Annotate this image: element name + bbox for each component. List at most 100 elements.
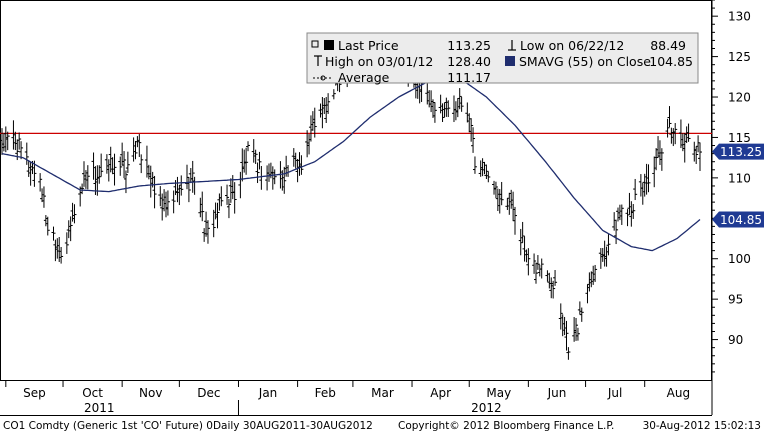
ohlc-bar [257, 151, 262, 170]
ohlc-bar [219, 186, 224, 207]
ohlc-bar [133, 140, 138, 160]
sma-swatch-icon [505, 56, 515, 66]
ohlc-bar [99, 153, 104, 177]
y-tick-label: 120 [728, 91, 751, 105]
legend-last-price-label: Last Price [338, 38, 399, 53]
ohlc-bar [593, 264, 598, 282]
ohlc-bar [244, 147, 249, 175]
ohlc-bar [232, 182, 237, 214]
ohlc-bar [246, 141, 251, 152]
ohlc-bar [326, 93, 331, 114]
ohlc-bar [253, 149, 258, 164]
y-tick-label: 100 [728, 252, 751, 266]
ohlc-bar [564, 320, 569, 351]
ohlc-bar [225, 184, 230, 205]
ohlc-bar [118, 156, 123, 176]
footer-timestamp: 30-Aug-2012 15:02:13 [643, 420, 761, 432]
legend-high-label: High on 03/01/12 [325, 54, 433, 69]
ohlc-bar [272, 169, 277, 185]
sma-tag-text: 104.85 [720, 213, 762, 227]
legend-low-label: Low on 06/22/12 [520, 38, 624, 53]
ohlc-bar [667, 106, 672, 128]
ohlc-bar [553, 270, 558, 286]
ohlc-bar [17, 132, 22, 150]
y-tick-label: 130 [728, 10, 751, 24]
y-tick-label: 115 [728, 131, 751, 145]
ohlc-bar [575, 327, 580, 341]
ohlc-bar [493, 181, 498, 199]
y-tick-label: 90 [728, 333, 743, 347]
ohlc-bar [446, 100, 451, 118]
ohlc-bar [558, 303, 563, 330]
ohlc-bar [64, 232, 69, 254]
ohlc-bar [533, 262, 538, 284]
ohlc-bar [472, 156, 477, 174]
ohlc-bar [665, 118, 670, 138]
ohlc-bar [299, 155, 304, 175]
ohlc-bar [673, 123, 678, 145]
ohlc-bar [215, 202, 220, 229]
ohlc-bar [165, 190, 170, 216]
ohlc-bar [85, 165, 90, 190]
last-price-tag: 113.25 [712, 143, 764, 160]
ohlc-bar [694, 146, 699, 165]
ohlc-bar [614, 219, 619, 245]
x-tick-label: Mar [371, 386, 394, 400]
ohlc-bar [125, 151, 130, 173]
ohlc-bar [518, 228, 523, 256]
ohlc-bar [68, 216, 73, 242]
legend-sma-value: 104.85 [649, 54, 693, 69]
ohlc-bar [619, 204, 624, 225]
ohlc-bar [97, 165, 102, 184]
ohlc-bar [633, 178, 638, 201]
x-tick-label: Jul [607, 386, 622, 400]
footer-security: CO1 Comdty (Generic 1st 'CO' Future) 0Da… [3, 420, 373, 432]
ohlc-bar [579, 307, 584, 322]
ohlc-bar [72, 204, 77, 224]
ohlc-bar [312, 107, 317, 138]
ohlc-bar [282, 166, 287, 194]
legend-checkbox-icon [311, 40, 319, 48]
ohlc-bar [686, 123, 691, 142]
ohlc-bar [255, 162, 260, 184]
ohlc-bar [205, 220, 210, 244]
legend-high-value: 128.40 [447, 54, 491, 69]
ohlc-bar [551, 280, 556, 299]
y-tick-label: 125 [728, 50, 751, 64]
legend: Last Price 113.25 Low on 06/22/12 88.49 … [306, 32, 699, 85]
sma-tag: 104.85 [712, 211, 764, 228]
ohlc-bar [459, 96, 464, 112]
legend-average-label: Average [338, 70, 390, 85]
ohlc-bar [574, 317, 579, 341]
ohlc-bar [532, 253, 537, 274]
ohlc-bar [19, 141, 24, 160]
ohlc-bar [152, 175, 157, 209]
ohlc-bar [122, 151, 127, 179]
ohlc-bar [41, 186, 46, 208]
x-tick-label: Aug [667, 386, 690, 400]
ohlc-bar [171, 190, 176, 214]
ohlc-bar [486, 171, 491, 183]
y-tick-label: 110 [728, 171, 751, 185]
ohlc-bar [484, 164, 489, 180]
x-tick-label: Sep [23, 386, 46, 400]
ohlc-bar [112, 153, 117, 186]
x-tick-label: Dec [197, 386, 220, 400]
ohlc-bar [606, 234, 611, 256]
ohlc-bar [566, 347, 571, 360]
x-tick-label: Jan [258, 386, 278, 400]
ohlc-bar [535, 255, 540, 270]
x-tick-label: Nov [139, 386, 162, 400]
ohlc-bar [646, 164, 651, 193]
y-tick-label: 95 [728, 293, 743, 307]
ohlc-bar [137, 134, 142, 157]
ohlc-bar [659, 148, 664, 171]
year-label: 2012 [471, 401, 502, 415]
ohlc-bar [51, 226, 56, 241]
ohlc-bar [331, 89, 336, 100]
ohlc-bar [226, 198, 231, 219]
legend-last-price-value: 113.25 [447, 38, 491, 53]
ohlc-bar [179, 175, 184, 196]
